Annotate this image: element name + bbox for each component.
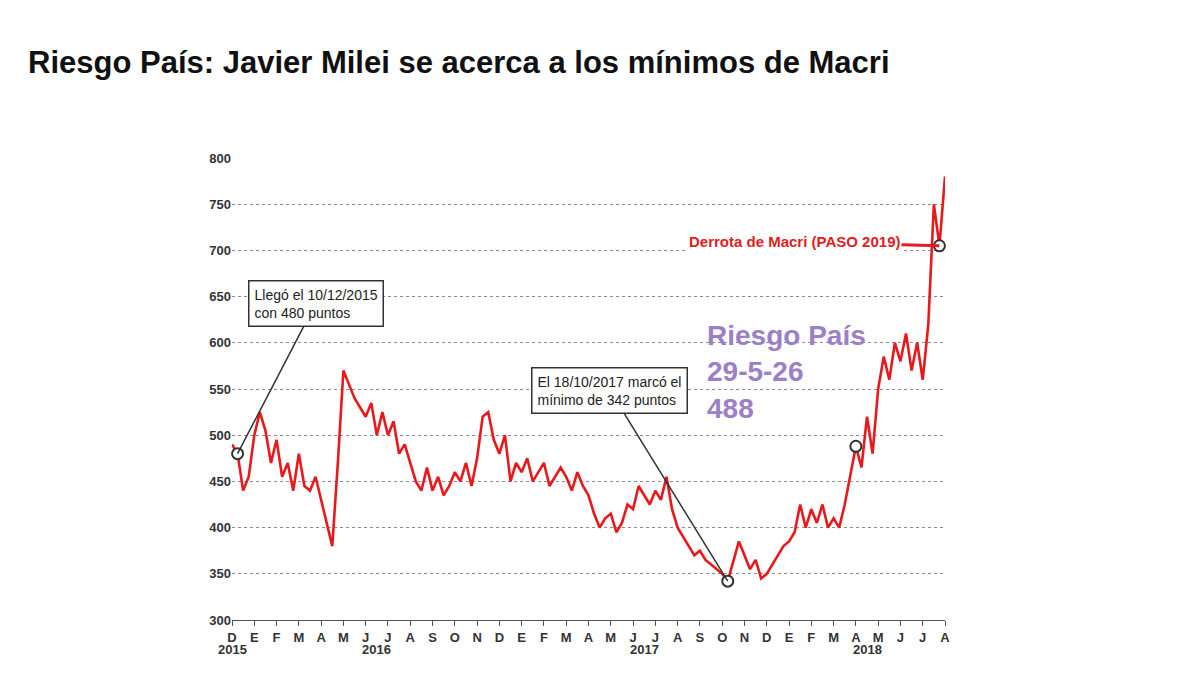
svg-text:J: J (919, 630, 926, 645)
svg-text:2017: 2017 (630, 642, 659, 657)
svg-text:N: N (472, 630, 481, 645)
svg-text:M: M (605, 630, 616, 645)
svg-text:F: F (807, 630, 815, 645)
svg-text:D: D (227, 630, 236, 645)
svg-text:400: 400 (209, 520, 231, 535)
svg-text:2015: 2015 (218, 642, 247, 657)
svg-text:M: M (873, 630, 884, 645)
svg-text:2016: 2016 (362, 642, 391, 657)
svg-text:A: A (673, 630, 683, 645)
svg-text:S: S (696, 630, 705, 645)
svg-text:F: F (273, 630, 281, 645)
svg-text:500: 500 (209, 428, 231, 443)
svg-text:650: 650 (209, 289, 231, 304)
svg-text:Llegó el 10/12/2015con 480 pun: Llegó el 10/12/2015con 480 puntos (255, 287, 378, 321)
svg-text:750: 750 (209, 197, 231, 212)
svg-text:D: D (495, 630, 504, 645)
svg-text:Riesgo País: Javier Milei se a: Riesgo País: Javier Milei se acerca a lo… (28, 45, 890, 80)
svg-text:600: 600 (209, 335, 231, 350)
svg-text:Derrota de Macri (PASO 2019): Derrota de Macri (PASO 2019) (689, 233, 900, 250)
svg-text:A: A (316, 630, 326, 645)
svg-text:700: 700 (209, 243, 231, 258)
svg-text:M: M (293, 630, 304, 645)
svg-text:J: J (652, 630, 659, 645)
svg-text:A: A (406, 630, 416, 645)
svg-text:E: E (250, 630, 259, 645)
svg-text:2018: 2018 (853, 642, 882, 657)
svg-text:350: 350 (209, 566, 231, 581)
svg-text:El 18/10/2017 marcó elmínimo d: El 18/10/2017 marcó elmínimo de 342 punt… (538, 374, 682, 408)
svg-text:J: J (629, 630, 636, 645)
svg-text:A: A (940, 630, 950, 645)
svg-text:Riesgo País29-5-26488: Riesgo País29-5-26488 (707, 320, 866, 424)
svg-text:800: 800 (209, 151, 231, 166)
svg-text:O: O (717, 630, 727, 645)
svg-text:S: S (428, 630, 437, 645)
svg-text:E: E (517, 630, 526, 645)
svg-text:450: 450 (209, 474, 231, 489)
svg-text:J: J (384, 630, 391, 645)
svg-text:O: O (450, 630, 460, 645)
svg-text:M: M (338, 630, 349, 645)
svg-text:E: E (785, 630, 794, 645)
svg-text:D: D (762, 630, 771, 645)
svg-text:M: M (828, 630, 839, 645)
svg-text:M: M (561, 630, 572, 645)
svg-text:300: 300 (209, 613, 231, 628)
svg-text:N: N (740, 630, 749, 645)
svg-text:A: A (584, 630, 594, 645)
svg-text:J: J (362, 630, 369, 645)
svg-text:J: J (897, 630, 904, 645)
svg-text:F: F (540, 630, 548, 645)
svg-text:A: A (851, 630, 861, 645)
svg-text:550: 550 (209, 382, 231, 397)
